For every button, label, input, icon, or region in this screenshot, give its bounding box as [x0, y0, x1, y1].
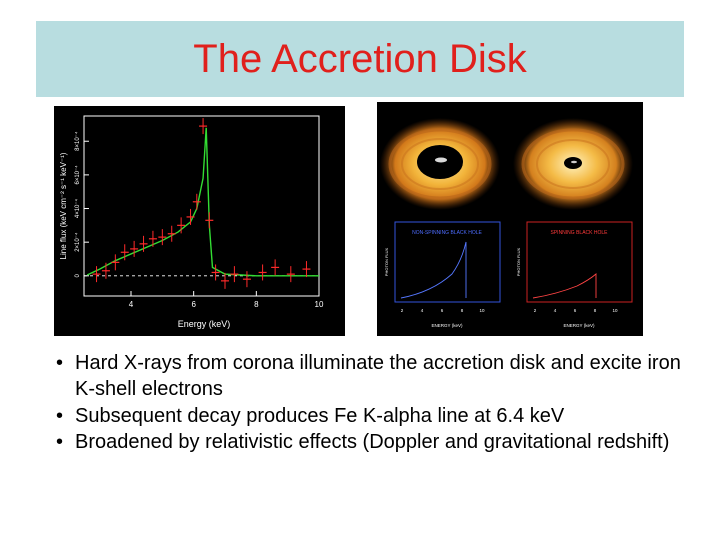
y-tick-label: 8×10⁻⁴ [74, 131, 81, 151]
bullet-marker: • [56, 352, 64, 374]
x-axis-label: ENERGY (keV) [432, 323, 463, 328]
spinning-line-profile [532, 273, 597, 299]
y-axis-label: PHOTON FLUX [384, 247, 389, 276]
spinning-disk-image [513, 118, 633, 210]
bullet-text: Subsequent decay produces Fe K-alpha lin… [75, 404, 565, 427]
y-axis-label: Line flux (keV cm⁻² s⁻¹ keV⁻¹) [59, 152, 68, 259]
x-tick-label: 4 [129, 300, 134, 309]
bullet-text: Hard X-rays from corona illuminate the a… [75, 352, 681, 401]
x-axis-label: Energy (keV) [178, 319, 231, 329]
bullet-list: • Hard X-rays from corona illuminate the … [56, 350, 696, 456]
bullet-text: Broadened by relativistic effects (Doppl… [75, 431, 670, 454]
x-tick-label: 6 [191, 300, 196, 309]
y-tick-label: 6×10⁻⁴ [74, 165, 81, 185]
x-tick-label: 6 [574, 308, 577, 313]
x-tick-label: 6 [441, 308, 444, 313]
y-tick-label: 4×10⁻⁴ [74, 198, 81, 218]
x-axis-label: ENERGY (keV) [564, 323, 595, 328]
fe-line-spectrum-figure: 4 6 8 10 0 2×10⁻⁴ 4×10⁻⁴ 6×10⁻⁴ 8×10⁻⁴ Energy (k… [54, 106, 345, 336]
y-tick-label: 0 [75, 273, 81, 277]
spinning-label: SPINNING BLACK HOLE [551, 230, 609, 236]
bullet-marker: • [56, 431, 64, 454]
black-hole-disk-figure: NON-SPINNING BLACK HOLE 2 4 6 8 10 ENERG… [377, 102, 643, 336]
x-tick-label: 8 [461, 308, 464, 313]
non-spinning-disk-image [380, 118, 500, 210]
non-spinning-line-profile [400, 241, 467, 299]
x-tick-label: 8 [594, 308, 597, 313]
title-bar: The Accretion Disk [36, 21, 684, 97]
non-spinning-label: NON-SPINNING BLACK HOLE [412, 230, 482, 236]
y-tick-label: 2×10⁻⁴ [74, 232, 81, 252]
spinning-line-profile-panel: SPINNING BLACK HOLE 2 4 6 8 10 ENERGY (k… [516, 221, 633, 328]
x-tick-label: 4 [421, 308, 424, 313]
slide-title: The Accretion Disk [193, 37, 527, 81]
x-tick-label: 10 [315, 300, 324, 309]
bullet-item: • Broadened by relativistic effects (Dopp… [56, 429, 696, 455]
x-tick-label: 2 [534, 308, 537, 313]
fe-line-spectrum-chart: 4 6 8 10 0 2×10⁻⁴ 4×10⁻⁴ 6×10⁻⁴ 8×10⁻⁴ Energy (k… [54, 106, 345, 336]
x-tick-label: 8 [254, 300, 259, 309]
black-hole-disk-illustration: NON-SPINNING BLACK HOLE 2 4 6 8 10 ENERG… [377, 102, 643, 336]
bullet-item: • Hard X-rays from corona illuminate the … [56, 350, 696, 403]
plot-frame [83, 115, 320, 297]
non-spinning-line-profile-panel: NON-SPINNING BLACK HOLE 2 4 6 8 10 ENERG… [384, 221, 501, 328]
bullet-marker: • [56, 404, 64, 427]
bullet-item: • Subsequent decay produces Fe K-alpha li… [56, 403, 696, 429]
y-axis-label: PHOTON FLUX [516, 247, 521, 276]
x-tick-label: 4 [554, 308, 557, 313]
x-tick-label: 10 [479, 308, 485, 313]
x-tick-label: 10 [612, 308, 618, 313]
x-tick-label: 2 [401, 308, 404, 313]
